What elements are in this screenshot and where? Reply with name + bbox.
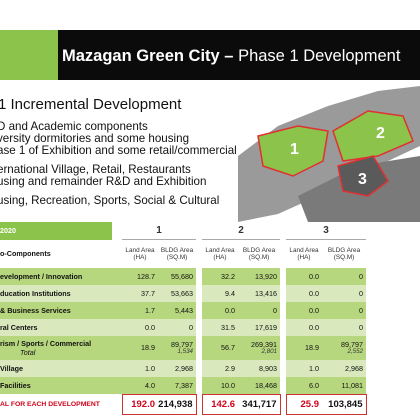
table-row: Village 1.0 2,968 2.9 8,903 1.0 2,968 [0,359,366,377]
zone-label-1: 1 [290,141,299,158]
title-bar [58,30,420,80]
table-row: evelopment / Innovation 128.7 55,680 32.… [0,267,366,285]
bullet-item: using, Recreation, Sports, Social & Cult… [0,194,220,207]
year-label: 2020 [0,222,112,240]
zone-label-2: 2 [376,125,385,142]
phase-header-3: 3 [286,222,366,240]
slide-title: Mazagan Green City – Phase 1 Development [62,47,401,65]
phase-header-2: 2 [202,222,280,240]
bullet-item: using and remainder R&D and Exhibition [0,175,207,188]
section-heading: 1 Incremental Development [0,96,182,113]
sub-header-bldg: BLDG Area (SQ.M) [327,246,361,261]
sub-header-land: Land Area (HA) [289,246,319,261]
table-row: rism / Sports / Commercial Total 18.9 89,… [0,335,366,360]
table-row: & Business Services 1.7 5,443 0.0 0 0.0 … [0,301,366,319]
phase-table: 2020 1 2 3 o-Components Land Area (HA) B… [0,222,367,415]
top-margin [0,0,420,30]
components-label: o-Components [0,249,51,258]
table-row: Facilities 4.0 7,387 10.0 18,468 6.0 11,… [0,376,366,394]
sub-header-land: Land Area (HA) [205,246,235,261]
accent-strip [0,30,58,80]
phase-header-1: 1 [122,222,196,240]
table-row: ducation Institutions 37.7 53,663 9.4 13… [0,284,366,302]
sub-header-bldg: BLDG Area (SQ.M) [242,246,276,261]
table-row: ral Centers 0.0 0 31.5 17,619 0.0 0 [0,318,366,336]
sub-header-land: Land Area (HA) [125,246,155,261]
site-map: 1 2 3 [238,86,420,222]
sub-header-bldg: BLDG Area (SQ.M) [160,246,194,261]
bullet-item: D and Academic components [0,120,148,133]
zone-label-3: 3 [358,171,367,188]
bullet-item: versity dormitories and some housing [0,132,190,145]
bullet-item: ernational Village, Retail, Restaurants [0,163,191,176]
zone-2 [332,110,414,162]
total-row: AL FOR EACH DEVELOPMENT 192.0 214,938 14… [0,393,367,415]
zone-3 [337,155,389,197]
bullet-item: ase 1 of Exhibition and some retail/comm… [0,144,237,157]
zone-1 [257,125,329,177]
